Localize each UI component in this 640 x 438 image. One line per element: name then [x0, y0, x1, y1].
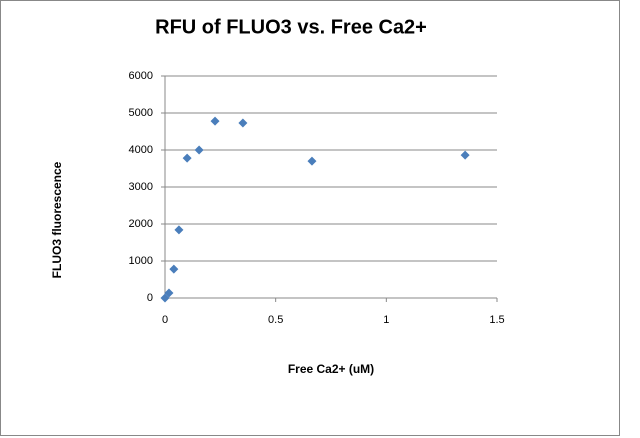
- x-tick-label: 0: [162, 314, 168, 326]
- point: [238, 118, 248, 128]
- y-tick-label: 4000: [129, 144, 153, 156]
- point: [210, 116, 220, 126]
- x-tick-label: 0.5: [268, 314, 283, 326]
- x-tick-label: 1.5: [489, 314, 504, 326]
- x-tick-label: 1: [383, 314, 389, 326]
- point: [307, 156, 317, 166]
- y-tick-label: 0: [147, 292, 153, 304]
- point: [194, 145, 204, 155]
- y-tick-label: 1000: [129, 255, 153, 267]
- y-tick-label: 3000: [129, 181, 153, 193]
- chart-frame: [0, 0, 620, 436]
- y-tick-label: 6000: [129, 70, 153, 82]
- point: [460, 150, 470, 160]
- y-tick-label: 5000: [129, 107, 153, 119]
- point: [169, 264, 179, 274]
- x-axis-title: Free Ca2+ (uM): [288, 362, 374, 376]
- chart-title: RFU of FLUO3 vs. Free Ca2+: [155, 16, 427, 38]
- y-tick-label: 2000: [129, 218, 153, 230]
- point: [164, 288, 174, 298]
- y-axis-title: FLUO3 fluorescence: [50, 161, 64, 278]
- point: [182, 153, 192, 163]
- point: [174, 225, 184, 235]
